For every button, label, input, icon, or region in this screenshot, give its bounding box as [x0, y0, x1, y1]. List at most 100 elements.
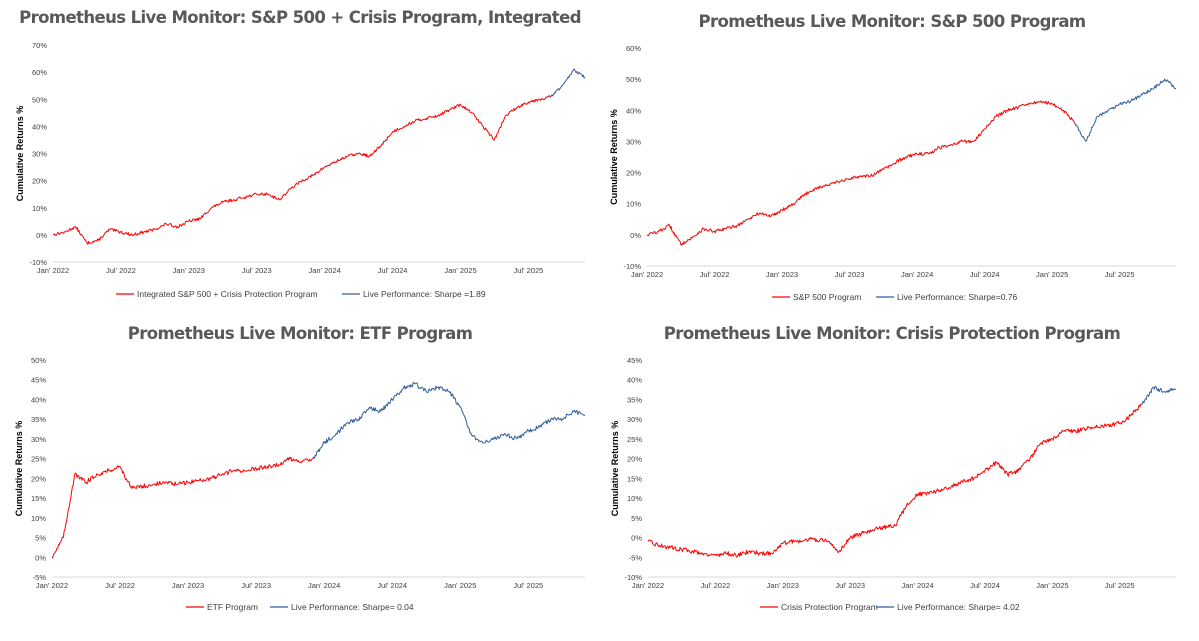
chart-svg: Prometheus Live Monitor: S&P 500 + Crisi… [15, 8, 586, 299]
y-tick-label: 45% [627, 356, 642, 365]
x-tick-label: Jul' 2024 [970, 581, 1000, 590]
x-tick-label: Jul' 2025 [1105, 270, 1135, 279]
y-tick-label: 60% [32, 68, 47, 77]
x-tick-label: Jul' 2022 [105, 581, 135, 590]
x-tick-label: Jan' 2025 [444, 266, 476, 275]
backtest-series-line [647, 403, 1143, 558]
y-tick-label: 5% [631, 514, 642, 523]
chart-title: Prometheus Live Monitor: S&P 500 + Crisi… [19, 8, 581, 27]
y-tick-label: 30% [627, 415, 642, 424]
y-axis-label: Cumulative Returns % [610, 421, 620, 517]
x-tick-label: Jan' 2022 [37, 266, 69, 275]
backtest-series-line [52, 95, 552, 245]
y-tick-label: -10% [29, 258, 47, 267]
y-tick-label: 10% [31, 514, 46, 523]
y-tick-label: 40% [32, 122, 47, 131]
y-axis-label: Cumulative Returns % [609, 109, 619, 205]
y-tick-label: 15% [627, 474, 642, 483]
y-tick-label: 15% [31, 494, 46, 503]
x-tick-label: Jul' 2024 [377, 581, 407, 590]
x-tick-label: Jul' 2022 [701, 581, 731, 590]
live-series-line [1141, 385, 1177, 404]
y-tick-label: 50% [626, 75, 641, 84]
x-tick-label: Jul' 2024 [378, 266, 408, 275]
x-tick-label: Jul' 2023 [241, 581, 271, 590]
live-series-line [1074, 78, 1176, 142]
x-tick-label: Jan' 2025 [444, 581, 476, 590]
x-tick-label: Jan' 2023 [766, 270, 798, 279]
chart-sp500: Prometheus Live Monitor: S&P 500 Program… [600, 0, 1199, 320]
x-tick-label: Jul' 2025 [514, 266, 544, 275]
x-tick-label: Jan' 2025 [1036, 270, 1068, 279]
y-tick-label: 0% [631, 534, 642, 543]
y-tick-label: 40% [626, 106, 641, 115]
x-tick-label: Jan' 2023 [173, 266, 205, 275]
legend-label: Live Performance: Sharpe=0.76 [897, 292, 1018, 302]
x-tick-label: Jan' 2024 [901, 581, 933, 590]
y-tick-label: 35% [31, 415, 46, 424]
y-tick-label: 10% [627, 494, 642, 503]
y-tick-label: 0% [35, 553, 46, 562]
y-tick-label: 20% [627, 455, 642, 464]
y-tick-label: 30% [32, 150, 47, 159]
legend-label: S&P 500 Program [793, 292, 861, 302]
y-tick-label: 0% [630, 231, 641, 240]
x-tick-label: Jan' 2023 [767, 581, 799, 590]
x-tick-label: Jul' 2025 [513, 581, 543, 590]
y-tick-label: 40% [31, 395, 46, 404]
legend-label: Crisis Protection Program [781, 602, 878, 612]
backtest-series-line [51, 456, 314, 559]
y-tick-label: 25% [31, 455, 46, 464]
y-tick-label: -10% [623, 262, 641, 271]
x-tick-label: Jan' 2022 [36, 581, 68, 590]
x-tick-label: Jul' 2023 [835, 581, 865, 590]
backtest-series-line [646, 100, 1076, 246]
y-tick-label: 10% [32, 204, 47, 213]
y-tick-label: 40% [627, 376, 642, 385]
legend-label: Live Performance: Sharpe =1.89 [363, 289, 486, 299]
y-tick-label: 10% [626, 200, 641, 209]
y-tick-label: 5% [35, 534, 46, 543]
x-tick-label: Jul' 2023 [242, 266, 272, 275]
y-tick-label: 25% [627, 435, 642, 444]
y-tick-label: 30% [626, 137, 641, 146]
legend-label: Live Performance: Sharpe= 4.02 [897, 602, 1020, 612]
y-tick-label: 50% [32, 95, 47, 104]
x-tick-label: Jul' 2025 [1105, 581, 1135, 590]
chart-title: Prometheus Live Monitor: Crisis Protecti… [664, 324, 1120, 343]
x-tick-label: Jan' 2022 [632, 581, 664, 590]
y-axis-label: Cumulative Returns % [14, 421, 24, 517]
x-tick-label: Jan' 2024 [901, 270, 933, 279]
x-tick-label: Jul' 2022 [106, 266, 136, 275]
y-tick-label: 35% [627, 395, 642, 404]
chart-svg: Prometheus Live Monitor: ETF Program Cumu… [14, 324, 586, 612]
y-tick-label: 30% [31, 435, 46, 444]
x-tick-label: Jul' 2023 [835, 270, 865, 279]
x-tick-label: Jan' 2024 [309, 266, 341, 275]
legend-label: Integrated S&P 500 + Crisis Protection P… [137, 289, 318, 299]
y-tick-label: 20% [32, 177, 47, 186]
y-tick-label: 20% [626, 169, 641, 178]
y-tick-label: 45% [31, 376, 46, 385]
y-tick-label: 70% [32, 41, 47, 50]
chart-crisis: Prometheus Live Monitor: Crisis Protecti… [600, 320, 1199, 641]
chart-svg: Prometheus Live Monitor: S&P 500 Program… [609, 12, 1176, 302]
y-tick-label: -10% [624, 573, 642, 582]
x-tick-label: Jan' 2023 [172, 581, 204, 590]
y-tick-label: -5% [629, 553, 643, 562]
x-tick-label: Jan' 2024 [308, 581, 340, 590]
chart-title: Prometheus Live Monitor: ETF Program [128, 324, 473, 343]
y-tick-label: 60% [626, 44, 641, 53]
y-axis-label: Cumulative Returns % [15, 106, 25, 202]
y-tick-label: 20% [31, 474, 46, 483]
chart-title: Prometheus Live Monitor: S&P 500 Program [699, 12, 1086, 31]
chart-etf: Prometheus Live Monitor: ETF Program Cumu… [0, 320, 600, 641]
live-series-line [550, 68, 586, 97]
live-series-line [312, 381, 586, 459]
x-tick-label: Jan' 2025 [1036, 581, 1068, 590]
y-tick-label: -5% [33, 573, 47, 582]
x-tick-label: Jul' 2022 [700, 270, 730, 279]
y-tick-label: 50% [31, 356, 46, 365]
x-tick-label: Jan' 2022 [631, 270, 663, 279]
x-tick-label: Jul' 2024 [970, 270, 1000, 279]
